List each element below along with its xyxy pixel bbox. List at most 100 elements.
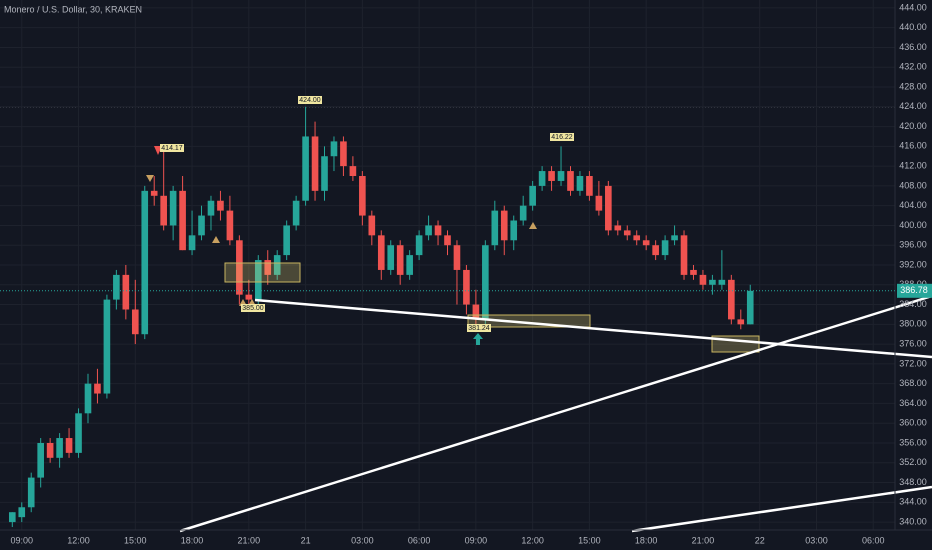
annotation-box — [467, 324, 491, 332]
candle-body — [567, 171, 574, 191]
marker — [212, 236, 220, 243]
x-tick-label: 03:00 — [351, 535, 374, 545]
candle-body — [56, 438, 63, 458]
candle-body — [500, 210, 508, 241]
y-tick-label: 420.00 — [899, 121, 927, 131]
annotation-box — [160, 144, 184, 152]
candle-body — [217, 200, 224, 211]
candle-body — [586, 176, 593, 196]
candle-body — [37, 442, 44, 478]
candle-body — [661, 240, 669, 256]
y-tick-label: 404.00 — [899, 200, 927, 210]
candle-body — [453, 245, 461, 270]
trend-line — [631, 485, 932, 533]
candle-body — [444, 235, 451, 246]
zone — [224, 262, 301, 283]
candle-body — [122, 274, 130, 310]
candle-body — [633, 235, 641, 241]
y-tick-label: 356.00 — [899, 437, 927, 447]
x-tick-label: 22 — [755, 535, 765, 545]
candle-body — [529, 185, 536, 206]
candle-body — [349, 166, 357, 177]
candle-body — [491, 210, 499, 246]
candle-body — [359, 176, 366, 216]
x-tick-label: 18:00 — [181, 535, 204, 545]
y-tick-label: 376.00 — [899, 338, 927, 348]
y-tick-label: 360.00 — [899, 418, 927, 428]
candle-body — [27, 477, 35, 508]
candle-body — [709, 279, 716, 285]
candle-body — [406, 255, 413, 275]
candle-body — [46, 442, 54, 458]
annotation-box — [550, 133, 574, 141]
candle-body — [254, 260, 262, 300]
trend-line — [254, 298, 932, 359]
candle-body — [94, 383, 101, 394]
candle-body — [557, 171, 565, 181]
candle-body — [576, 176, 584, 191]
annotation: 381.24 — [468, 325, 490, 332]
drawings-under — [0, 0, 895, 530]
marker — [529, 222, 537, 229]
y-tick-label: 392.00 — [899, 259, 927, 269]
candle-body — [434, 225, 442, 236]
y-tick-label: 348.00 — [899, 477, 927, 487]
candle-body — [236, 240, 243, 295]
candle-body — [150, 190, 158, 196]
x-tick-label: 09:00 — [465, 535, 488, 545]
candles — [8, 106, 754, 528]
candle-body — [75, 413, 82, 453]
candle-body — [321, 156, 328, 191]
y-tick-label: 432.00 — [899, 62, 927, 72]
drawings: 424.00 414.17 416.22 385.00 381.24 — [146, 96, 932, 533]
x-tick-label: 15:00 — [124, 535, 147, 545]
x-tick-label: 03:00 — [805, 535, 828, 545]
y-tick-label: 364.00 — [899, 398, 927, 408]
y-tick-label: 436.00 — [899, 42, 927, 52]
candle-body — [207, 200, 215, 216]
x-tick-label: 21 — [301, 535, 311, 545]
candle-body — [472, 304, 480, 320]
y-tick-label: 400.00 — [899, 220, 927, 230]
candle-body — [84, 383, 92, 414]
candle-body — [65, 438, 73, 453]
x-tick-label: 18:00 — [635, 535, 658, 545]
trend-line — [179, 294, 932, 533]
candle-body — [311, 136, 319, 191]
annotation: 424.00 — [299, 97, 321, 104]
candle-body — [330, 141, 338, 157]
candle-body — [728, 279, 735, 320]
y-tick-label: 344.00 — [899, 497, 927, 507]
y-tick-label: 380.00 — [899, 319, 927, 329]
candle-body — [699, 274, 707, 285]
candle-body — [605, 185, 612, 231]
candle-body — [482, 245, 489, 320]
candle-body — [18, 507, 26, 518]
x-tick-label: 21:00 — [238, 535, 261, 545]
annotation-box — [298, 96, 322, 104]
candle-body — [595, 195, 603, 211]
y-tick-label: 440.00 — [899, 22, 927, 32]
x-tick-label: 09:00 — [10, 535, 33, 545]
y-tick-label: 412.00 — [899, 160, 927, 170]
y-tick-label: 340.00 — [899, 516, 927, 526]
candle-body — [538, 171, 546, 186]
arrow — [476, 339, 480, 345]
y-tick-label: 396.00 — [899, 240, 927, 250]
candle-body — [103, 299, 111, 394]
x-tick-label: 15:00 — [578, 535, 601, 545]
arrow — [473, 333, 483, 339]
price-label: 386.78 — [900, 285, 928, 295]
candle-body — [160, 195, 167, 226]
candle-body — [680, 235, 688, 275]
x-tick-label: 06:00 — [408, 535, 431, 545]
candle-body — [746, 290, 754, 325]
candle-body — [8, 512, 16, 523]
candle-body — [519, 205, 527, 221]
y-tick-label: 428.00 — [899, 81, 927, 91]
y-tick-label: 372.00 — [899, 358, 927, 368]
annotation-box — [241, 304, 265, 312]
y-tick-label: 352.00 — [899, 457, 927, 467]
marker — [146, 175, 154, 182]
